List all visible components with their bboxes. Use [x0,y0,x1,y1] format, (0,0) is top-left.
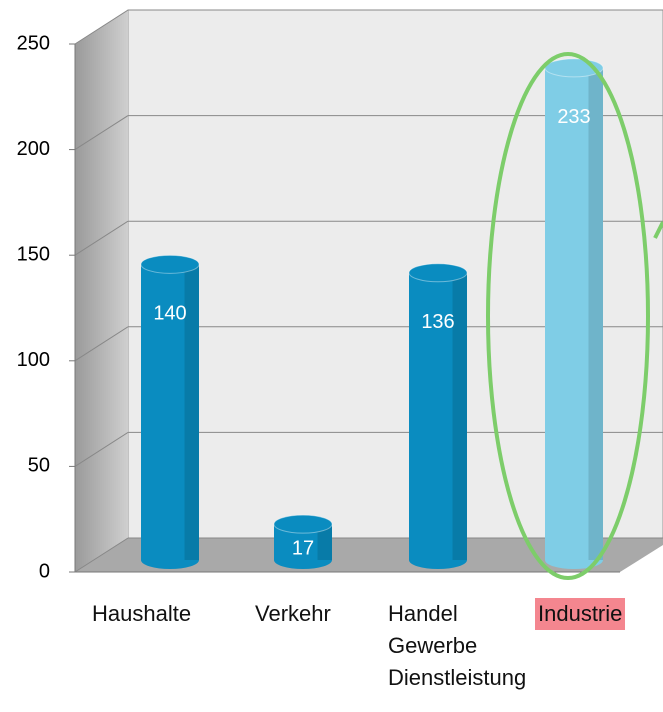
bar-shade [452,272,467,560]
data-label: 233 [557,106,590,128]
y-tick-label: 50 [28,455,50,477]
highlight-pointer [653,221,663,239]
grid-line [74,220,129,256]
data-label: 136 [421,311,454,333]
x-tick-label: Haushalte [92,601,192,626]
x-tick-label: Handel Gewerbe Dienstleistung [388,601,527,690]
bar [409,272,467,560]
data-label: 17 [292,537,314,559]
y-tick-label: 200 [17,138,50,160]
y-tick-label: 100 [17,349,50,371]
bar-top [408,263,468,283]
bar-top [273,514,333,534]
data-label: 140 [153,303,186,325]
grid-line [74,431,129,467]
y-tick-label: 0 [39,560,50,582]
bar-shade [588,67,603,561]
side-wall [75,10,128,572]
y-tick-label: 250 [17,32,50,54]
y-tick-label: 150 [17,243,50,265]
bar-shade [184,264,199,560]
grid-line [74,326,129,362]
bar [545,67,603,561]
x-tick-label: Verkehr [255,601,331,626]
bar [141,264,199,560]
grid-line [74,115,129,151]
grid-line [74,537,129,573]
highlight-outline [486,52,650,580]
floor [75,538,663,572]
bar-top [140,254,200,274]
x-tick-label: Industrie [535,598,626,630]
grid-line [74,9,129,45]
bar-shade [317,524,332,560]
